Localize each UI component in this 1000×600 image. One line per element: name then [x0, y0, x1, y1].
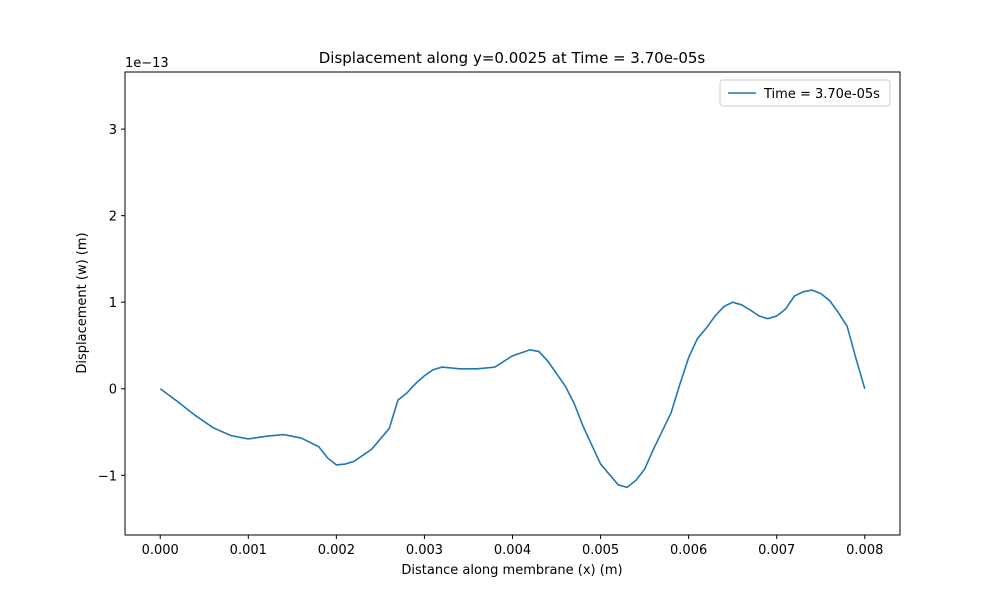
chart-title: Displacement along y=0.0025 at Time = 3.…	[319, 49, 706, 67]
x-axis-label: Distance along membrane (x) (m)	[401, 563, 622, 578]
x-tick-label: 0.008	[846, 543, 883, 558]
x-tick-label: 0.000	[142, 543, 179, 558]
x-tick-label: 0.003	[406, 543, 443, 558]
y-tick-label: 3	[109, 123, 117, 138]
y-tick-label: 2	[109, 210, 117, 225]
x-tick-label: 0.001	[230, 543, 267, 558]
y-tick-label: 1	[109, 296, 117, 311]
y-offset-label: 1e−13	[125, 56, 169, 71]
legend-box	[719, 79, 891, 107]
legend-label: Time = 3.70e-05s	[763, 87, 880, 102]
data-line	[159, 289, 866, 489]
y-axis-label: Displacement (w) (m)	[75, 232, 90, 373]
x-tick-label: 0.005	[582, 543, 619, 558]
x-tick-label: 0.002	[318, 543, 355, 558]
y-tick-label: −1	[98, 469, 117, 484]
x-tick-label: 0.007	[758, 543, 795, 558]
x-tick-label: 0.004	[494, 543, 531, 558]
y-tick-label: 0	[109, 383, 117, 398]
plot-frame	[124, 71, 901, 536]
x-tick-label: 0.006	[670, 543, 707, 558]
